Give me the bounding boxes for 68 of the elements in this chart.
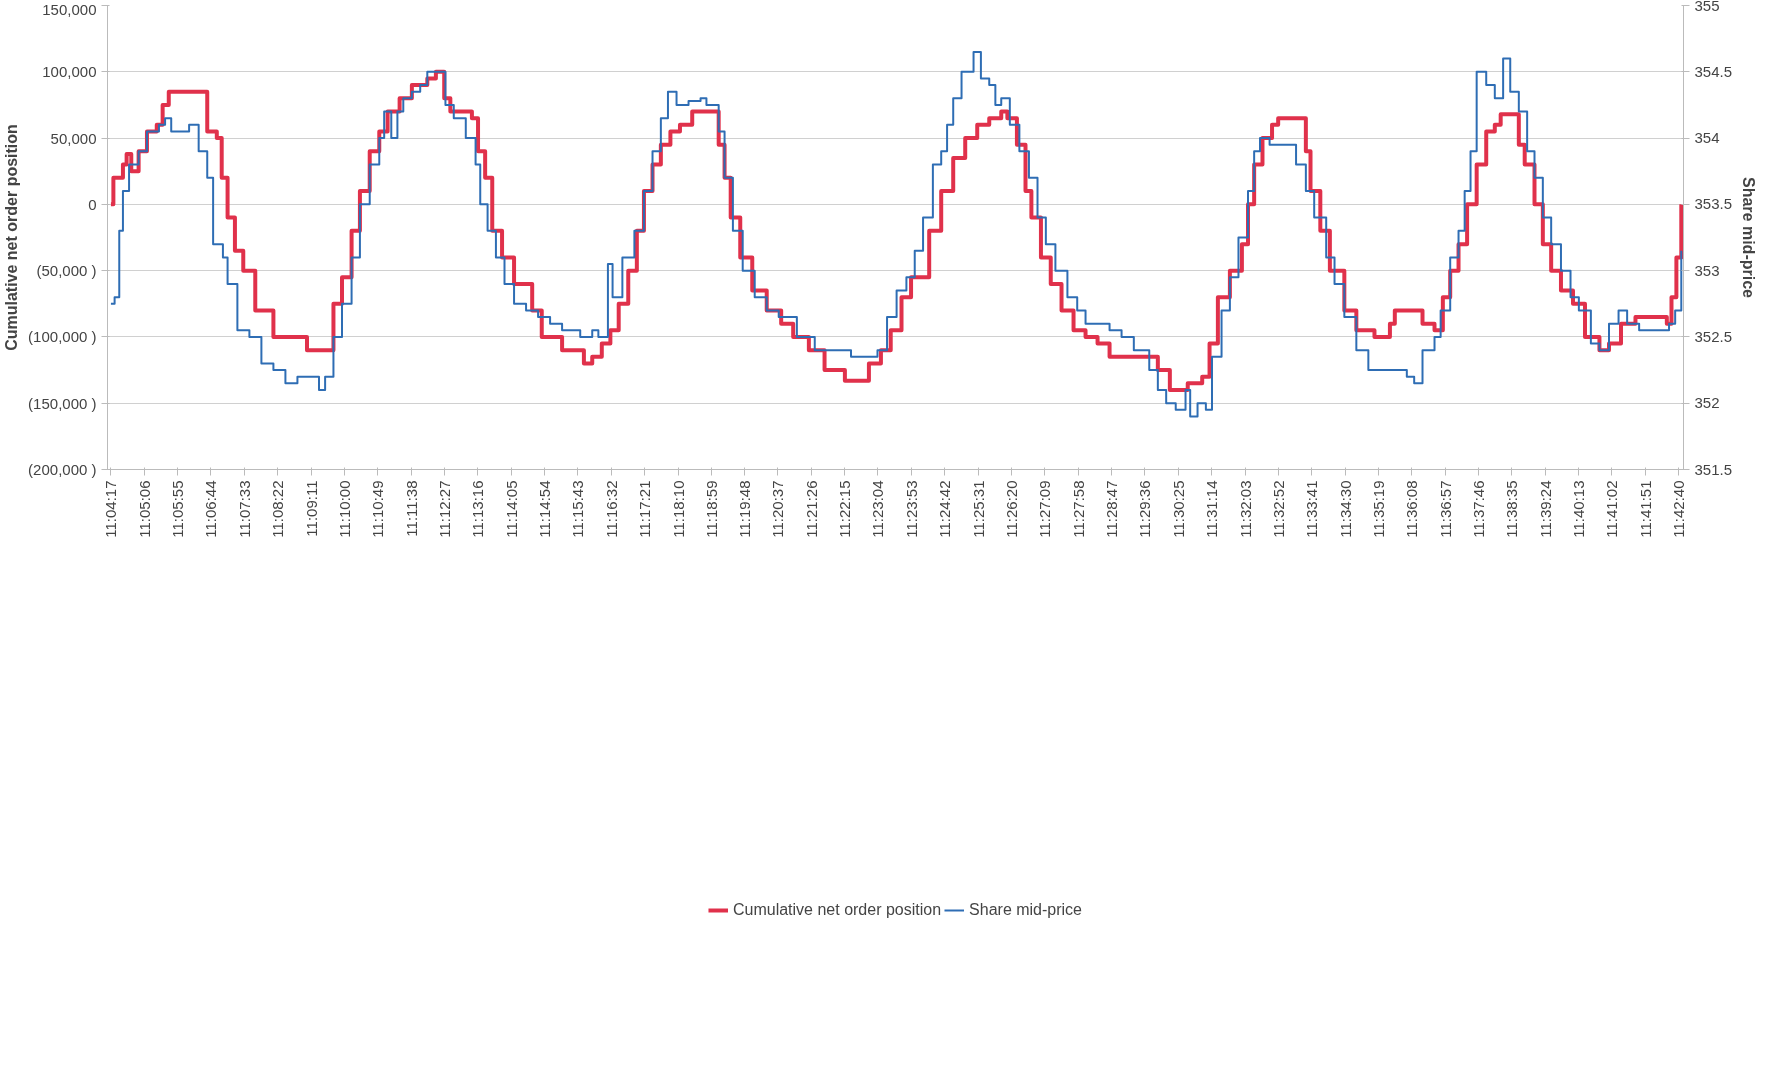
x-tick-label: 11:13:16 <box>469 480 487 538</box>
y-tick-label: 0 <box>88 195 97 213</box>
x-tick-label: 11:26:20 <box>1003 480 1021 538</box>
x-tick-label: 11:37:46 <box>1469 480 1487 538</box>
x-tick-label: 11:22:15 <box>836 480 854 538</box>
legend-label: Cumulative net order position <box>732 901 942 919</box>
x-tick-label: 11:33:41 <box>1303 480 1321 538</box>
x-tick-label: 11:06:44 <box>202 480 220 538</box>
y-axis-title: Cumulative net order position <box>3 124 21 351</box>
x-tick-label: 11:29:36 <box>1136 480 1154 538</box>
x-tick-label: 11:15:43 <box>569 480 587 538</box>
y2-tick-label: 352.5 <box>1694 327 1733 345</box>
x-tick-label: 11:10:49 <box>369 480 387 538</box>
y2-tick-label: 353.5 <box>1694 195 1733 213</box>
x-tick-label: 11:34:30 <box>1336 480 1354 538</box>
x-tick-label: 11:11:38 <box>402 480 420 537</box>
x-tick-label: 11:31:14 <box>1203 480 1221 538</box>
x-tick-label: 11:25:31 <box>969 480 987 538</box>
x-tick-label: 11:23:53 <box>903 480 921 538</box>
x-tick-label: 11:19:48 <box>736 480 754 538</box>
x-tick-label: 11:27:09 <box>1036 480 1054 538</box>
x-tick-label: 11:04:17 <box>102 480 120 538</box>
y2-tick-label: 354 <box>1694 129 1720 147</box>
x-tick-label: 11:32:03 <box>1236 480 1254 538</box>
y-tick-label: (100,000 ) <box>28 328 97 346</box>
x-tick-label: 11:36:08 <box>1403 480 1421 538</box>
x-tick-label: 11:18:10 <box>669 480 687 538</box>
x-tick-label: 11:36:57 <box>1436 480 1454 538</box>
x-tick-label: 11:09:11 <box>302 480 320 537</box>
x-tick-label: 11:41:51 <box>1636 480 1654 538</box>
x-tick-label: 11:18:59 <box>702 480 720 538</box>
x-tick-label: 11:17:21 <box>636 480 654 538</box>
x-tick-label: 11:42:40 <box>1670 480 1688 538</box>
x-tick-label: 11:16:32 <box>602 480 620 538</box>
x-tick-label: 11:07:33 <box>235 480 253 538</box>
x-tick-label: 11:20:37 <box>769 480 787 538</box>
x-tick-label: 11:12:27 <box>435 480 453 538</box>
y2-tick-label: 353 <box>1694 261 1720 279</box>
x-tick-label: 11:14:54 <box>535 480 553 538</box>
y-tick-label: 150,000 <box>42 0 97 18</box>
y2-tick-label: 354.5 <box>1694 62 1733 80</box>
x-tick-label: 11:28:47 <box>1103 480 1121 538</box>
x-tick-label: 11:24:42 <box>936 480 954 538</box>
y-tick-label: (50,000 ) <box>36 262 97 280</box>
x-tick-label: 11:21:26 <box>802 480 820 538</box>
x-tick-label: 11:14:05 <box>502 480 520 538</box>
y-tick-label: 50,000 <box>50 129 97 147</box>
y-tick-label: (150,000 ) <box>28 394 97 412</box>
x-tick-label: 11:39:24 <box>1536 480 1554 538</box>
x-tick-label: 11:23:04 <box>869 480 887 538</box>
x-tick-label: 11:38:35 <box>1503 480 1521 538</box>
y-tick-label: 100,000 <box>42 63 97 81</box>
x-tick-label: 11:30:25 <box>1169 480 1187 538</box>
x-tick-label: 11:08:22 <box>269 480 287 538</box>
x-tick-label: 11:40:13 <box>1570 480 1588 538</box>
y2-axis-title: Share mid-price <box>1740 177 1758 299</box>
legend-label: Share mid-price <box>969 901 1083 919</box>
x-tick-label: 11:32:52 <box>1269 480 1287 538</box>
x-tick-label: 11:41:02 <box>1603 480 1621 538</box>
y2-tick-label: 352 <box>1694 394 1720 412</box>
y2-tick-label: 351.5 <box>1694 460 1733 478</box>
x-tick-label: 11:05:55 <box>169 480 187 538</box>
x-tick-label: 11:35:19 <box>1369 480 1387 538</box>
y2-tick-label: 355 <box>1694 0 1720 14</box>
x-tick-label: 11:05:06 <box>135 480 153 538</box>
x-tick-label: 11:10:00 <box>335 480 353 538</box>
x-tick-label: 11:27:58 <box>1069 480 1087 538</box>
y-tick-label: (200,000 ) <box>28 461 97 478</box>
